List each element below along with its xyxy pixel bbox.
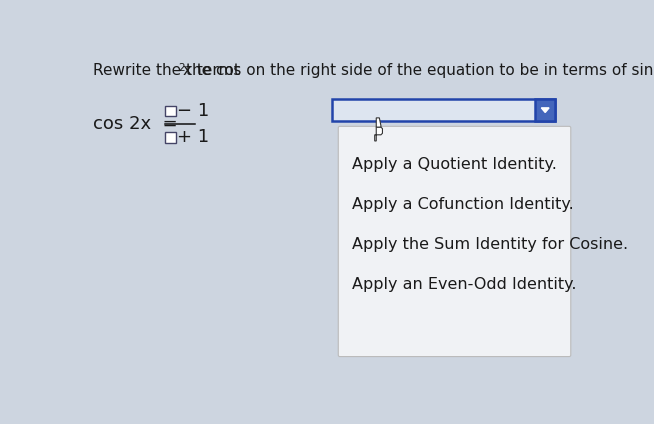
Text: + 1: + 1: [177, 128, 209, 146]
Polygon shape: [542, 108, 549, 112]
Text: Apply an Even-Odd Identity.: Apply an Even-Odd Identity.: [353, 277, 577, 293]
FancyBboxPatch shape: [165, 106, 177, 116]
Polygon shape: [376, 118, 381, 127]
Text: Apply a Quotient Identity.: Apply a Quotient Identity.: [353, 157, 557, 172]
FancyBboxPatch shape: [332, 99, 555, 121]
FancyBboxPatch shape: [338, 126, 571, 357]
FancyBboxPatch shape: [165, 132, 177, 142]
Text: Apply the Sum Identity for Cosine.: Apply the Sum Identity for Cosine.: [353, 237, 628, 252]
Text: x terms on the right side of the equation to be in terms of sine and cosine.: x terms on the right side of the equatio…: [183, 63, 654, 78]
Text: − 1: − 1: [177, 102, 209, 120]
Text: Apply a Cofunction Identity.: Apply a Cofunction Identity.: [353, 198, 574, 212]
Text: 2: 2: [179, 63, 185, 73]
Polygon shape: [375, 127, 383, 141]
Text: Rewrite the the cot: Rewrite the the cot: [93, 63, 239, 78]
Text: cos 2x  =: cos 2x =: [93, 115, 177, 133]
FancyBboxPatch shape: [535, 99, 555, 121]
